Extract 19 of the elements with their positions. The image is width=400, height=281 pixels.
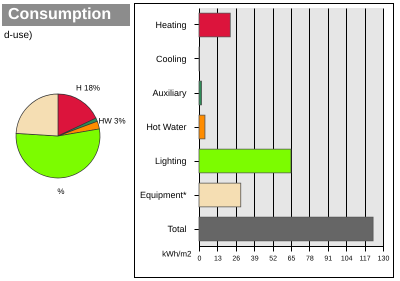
bar [198,216,374,242]
bar [198,12,231,38]
slice-label: H 18% [76,84,100,93]
bar [198,182,242,208]
x-axis-title: kWh/m2 [162,250,192,258]
y-tick-label: Heating [155,20,186,30]
chart-title: Consumption [2,4,130,26]
slice-label: % [57,186,65,196]
bar [198,80,202,106]
y-tick-label: Cooling [156,54,186,64]
y-tick-label: Total [167,224,186,234]
bar [198,114,206,140]
slice-label: HW 3% [98,116,126,126]
bar [198,148,292,174]
y-tick-label: Auxiliary [152,88,187,98]
y-tick-label: Hot Water [146,122,186,132]
chart-subtitle: d-use) [4,30,34,41]
y-tick-label: Equipment* [140,190,187,200]
y-tick-label: Lighting [154,156,186,166]
